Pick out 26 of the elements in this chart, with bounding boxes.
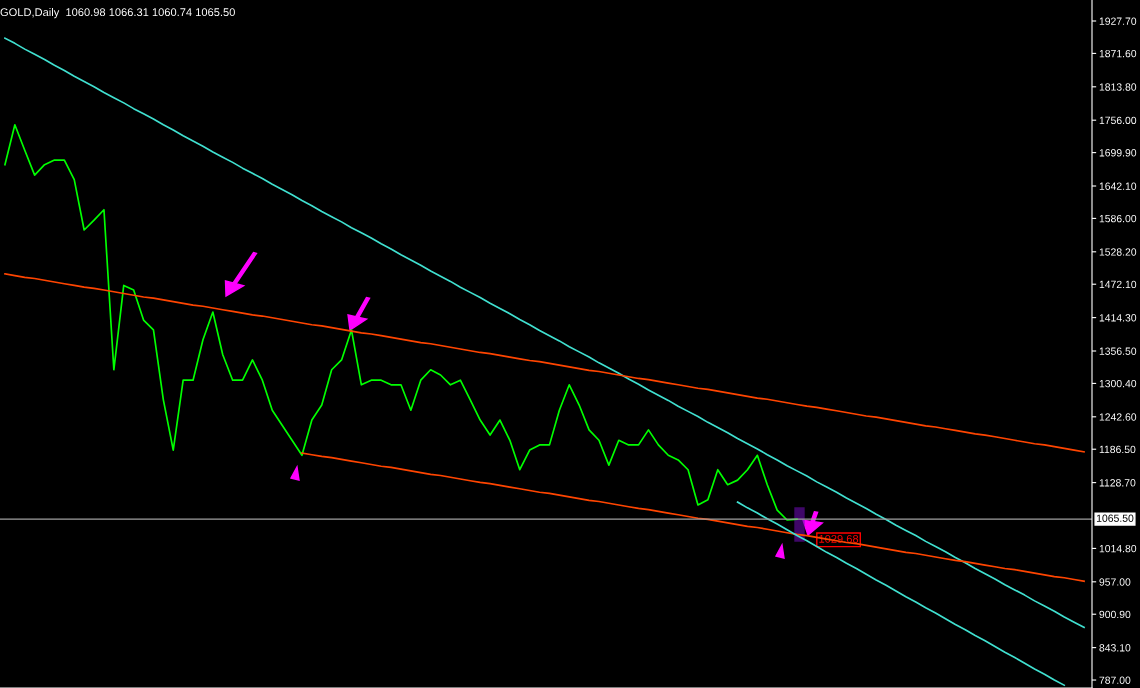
y-tick-label: 1586.00: [1099, 214, 1137, 223]
y-tick-label: 1756.00: [1099, 116, 1137, 125]
y-tick-label: 843.10: [1099, 644, 1131, 652]
y-tick-label: 1642.10: [1099, 182, 1137, 190]
line-series: [4, 273, 1085, 453]
y-tick-label: 1813.80: [1099, 83, 1137, 91]
y-tick-label: 1014.80: [1099, 544, 1137, 553]
y-tick-label: 1472.10: [1099, 280, 1137, 289]
text: GOLD,Daily 1060.98 1066.31 1060.74 1065.50: [0, 7, 235, 19]
ref-line-label: 1065.50: [1096, 514, 1134, 522]
y-tick-label: 900.90: [1099, 610, 1131, 619]
line-series: [4, 37, 1085, 629]
y-tick-label: 1186.50: [1099, 445, 1136, 454]
y-tick-label: 1300.40: [1099, 379, 1137, 388]
y-tick-label: 1528.20: [1099, 248, 1137, 256]
y-tick-label: 1242.60: [1099, 413, 1137, 421]
line-series: [736, 501, 1066, 687]
y-tick-label: 1128.70: [1099, 479, 1136, 487]
line-series: [301, 452, 1085, 583]
y-tick-label: 1871.60: [1099, 49, 1137, 58]
y-tick-label: 787.00: [1099, 676, 1131, 684]
y-tick-label: 1356.50: [1099, 347, 1137, 355]
y-tick-label: 957.00: [1099, 578, 1131, 586]
y-tick-label: 1699.90: [1099, 149, 1137, 157]
y-tick-label: 1927.70: [1099, 17, 1137, 25]
y-tick-label: 1414.30: [1099, 314, 1137, 322]
